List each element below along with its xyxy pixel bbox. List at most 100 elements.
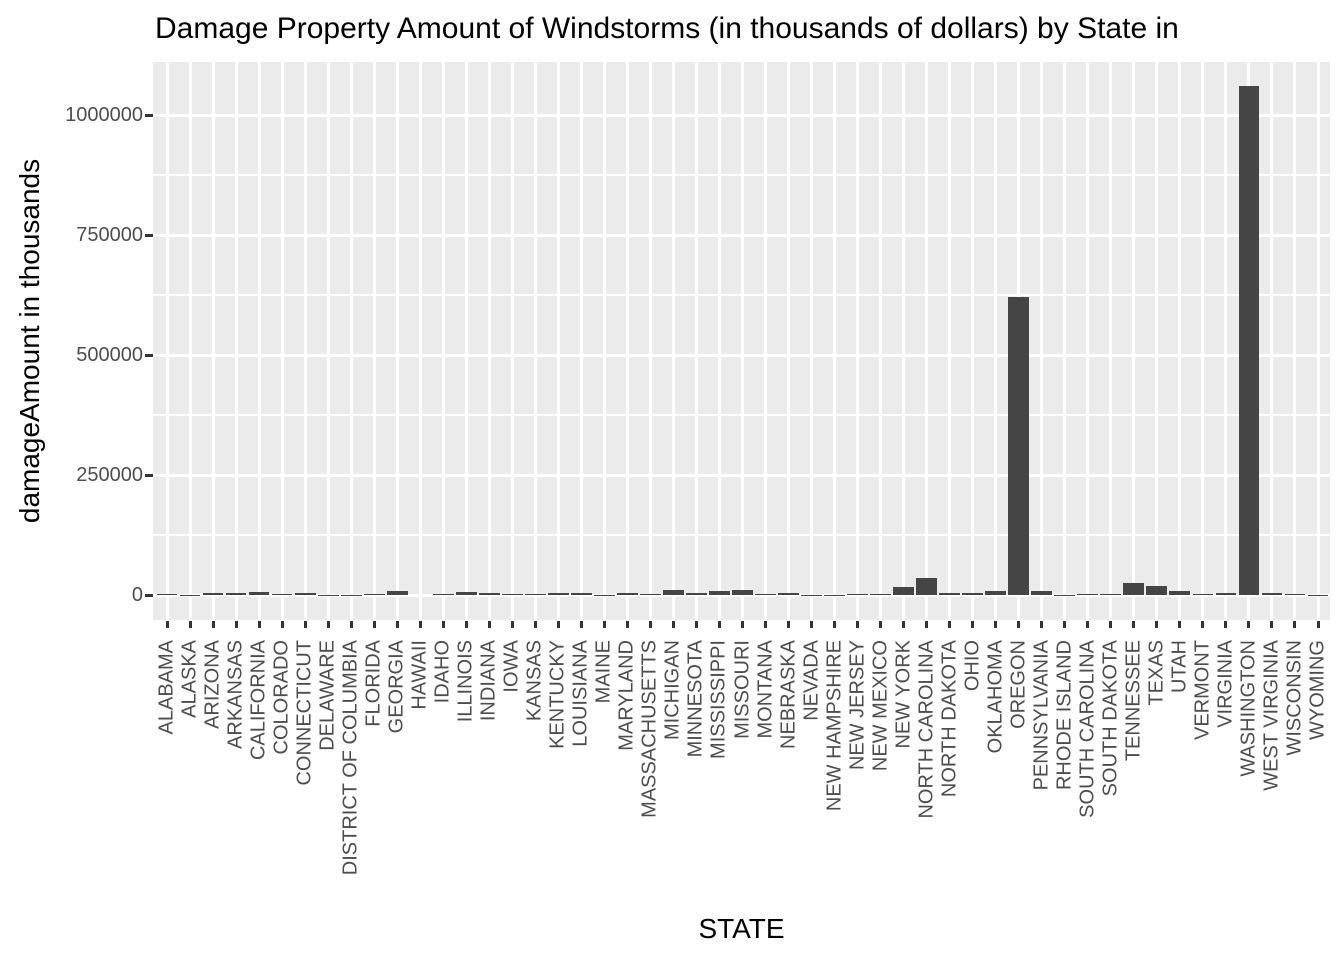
x-tick-mark <box>787 621 791 628</box>
vertical-gridline <box>349 62 353 620</box>
x-tick-label: MARYLAND <box>615 640 638 751</box>
x-tick-mark <box>717 621 721 628</box>
vertical-gridline <box>1201 62 1205 620</box>
x-tick-mark <box>211 621 215 628</box>
x-tick-mark <box>1201 621 1205 628</box>
x-tick-label: NEW HAMPSHIRE <box>823 640 846 812</box>
bar <box>778 593 799 595</box>
x-tick-label: VERMONT <box>1191 640 1214 740</box>
vertical-gridline <box>1178 62 1182 620</box>
x-tick-label: ARIZONA <box>201 640 224 729</box>
x-tick-label: ALABAMA <box>155 640 178 735</box>
vertical-gridline <box>556 62 560 620</box>
bar <box>617 593 638 595</box>
x-tick-mark <box>349 621 353 628</box>
x-tick-label: MASSACHUSETTS <box>638 640 661 818</box>
bar <box>386 591 408 595</box>
vertical-gridline <box>856 62 860 620</box>
bar <box>847 594 868 595</box>
x-tick-mark <box>257 621 261 628</box>
x-tick-mark <box>579 621 583 628</box>
x-tick-label: VIRGINIA <box>1214 640 1237 728</box>
y-tick-label: 1000000 <box>65 104 143 126</box>
bar <box>939 593 961 595</box>
x-tick-label: INDIANA <box>477 640 500 722</box>
x-tick-label: NORTH CAROLINA <box>915 640 938 819</box>
bar <box>985 591 1007 595</box>
x-tick-label: DELAWARE <box>316 640 339 751</box>
vertical-gridline <box>764 62 768 620</box>
vertical-gridline <box>418 62 422 620</box>
bar <box>916 577 938 595</box>
x-tick-mark <box>764 621 768 628</box>
x-tick-mark <box>1178 621 1182 628</box>
bar <box>455 592 477 595</box>
x-tick-mark <box>971 621 975 628</box>
x-tick-mark <box>994 621 998 628</box>
vertical-gridline <box>787 62 791 620</box>
x-tick-mark <box>533 621 537 628</box>
vertical-gridline <box>234 62 238 620</box>
vertical-gridline <box>741 62 744 620</box>
x-tick-mark <box>487 621 491 628</box>
vertical-gridline <box>1316 62 1320 620</box>
x-tick-label: NEW MEXICO <box>869 640 892 772</box>
vertical-gridline <box>602 62 606 620</box>
x-tick-mark <box>1086 621 1090 628</box>
vertical-gridline <box>810 62 814 620</box>
x-tick-mark <box>441 621 445 628</box>
x-tick-label: GEORGIA <box>385 640 408 734</box>
y-tick-label: 750000 <box>76 224 143 246</box>
x-tick-mark <box>810 621 814 628</box>
bar <box>294 593 316 595</box>
bar <box>732 590 753 595</box>
bar <box>962 592 984 595</box>
x-tick-mark <box>694 621 698 628</box>
x-tick-mark <box>326 621 330 628</box>
x-tick-label: OKLAHOMA <box>984 640 1007 754</box>
y-tick-mark <box>145 353 153 357</box>
x-tick-mark <box>510 621 514 628</box>
x-tick-mark <box>1017 621 1021 628</box>
vertical-gridline <box>165 62 169 620</box>
x-tick-label: NEVADA <box>800 640 823 721</box>
x-tick-mark <box>1247 621 1251 628</box>
x-tick-mark <box>188 621 192 628</box>
x-tick-mark <box>1040 621 1044 628</box>
x-tick-label: NEW YORK <box>892 640 915 749</box>
x-tick-label: CONNECTICUT <box>293 640 316 786</box>
x-tick-mark <box>1155 621 1159 628</box>
x-tick-label: OREGON <box>1007 640 1030 729</box>
bar <box>547 592 569 595</box>
vertical-gridline <box>833 62 837 620</box>
x-tick-label: COLORADO <box>270 640 293 755</box>
x-tick-label: HAWAII <box>408 640 431 710</box>
x-tick-label: WYOMING <box>1306 640 1329 740</box>
vertical-gridline <box>1224 62 1228 620</box>
x-tick-label: MONTANA <box>754 640 777 739</box>
bar <box>524 593 546 595</box>
x-tick-label: WEST VIRGINIA <box>1260 640 1283 791</box>
y-tick-label: 250000 <box>76 464 143 486</box>
x-tick-mark <box>833 621 837 628</box>
bar <box>1077 594 1099 595</box>
x-tick-mark <box>1270 621 1274 628</box>
y-tick-label: 0 <box>131 584 143 606</box>
bar <box>1192 594 1214 595</box>
x-tick-label: TEXAS <box>1145 640 1168 706</box>
x-tick-mark <box>741 621 744 628</box>
x-tick-label: CALIFORNIA <box>247 640 270 761</box>
bar <box>1146 585 1168 595</box>
vertical-gridline <box>1293 62 1297 620</box>
x-tick-label: FLORIDA <box>362 640 385 727</box>
x-tick-mark <box>395 621 399 628</box>
x-tick-label: IDAHO <box>431 640 454 704</box>
vertical-gridline <box>625 62 629 620</box>
bar <box>1238 86 1260 595</box>
x-tick-label: UTAH <box>1168 640 1191 693</box>
bar <box>1261 593 1283 595</box>
y-tick-mark <box>145 113 153 117</box>
vertical-gridline <box>948 62 952 620</box>
x-tick-label: MINNESOTA <box>684 640 707 758</box>
x-tick-mark <box>234 621 238 628</box>
